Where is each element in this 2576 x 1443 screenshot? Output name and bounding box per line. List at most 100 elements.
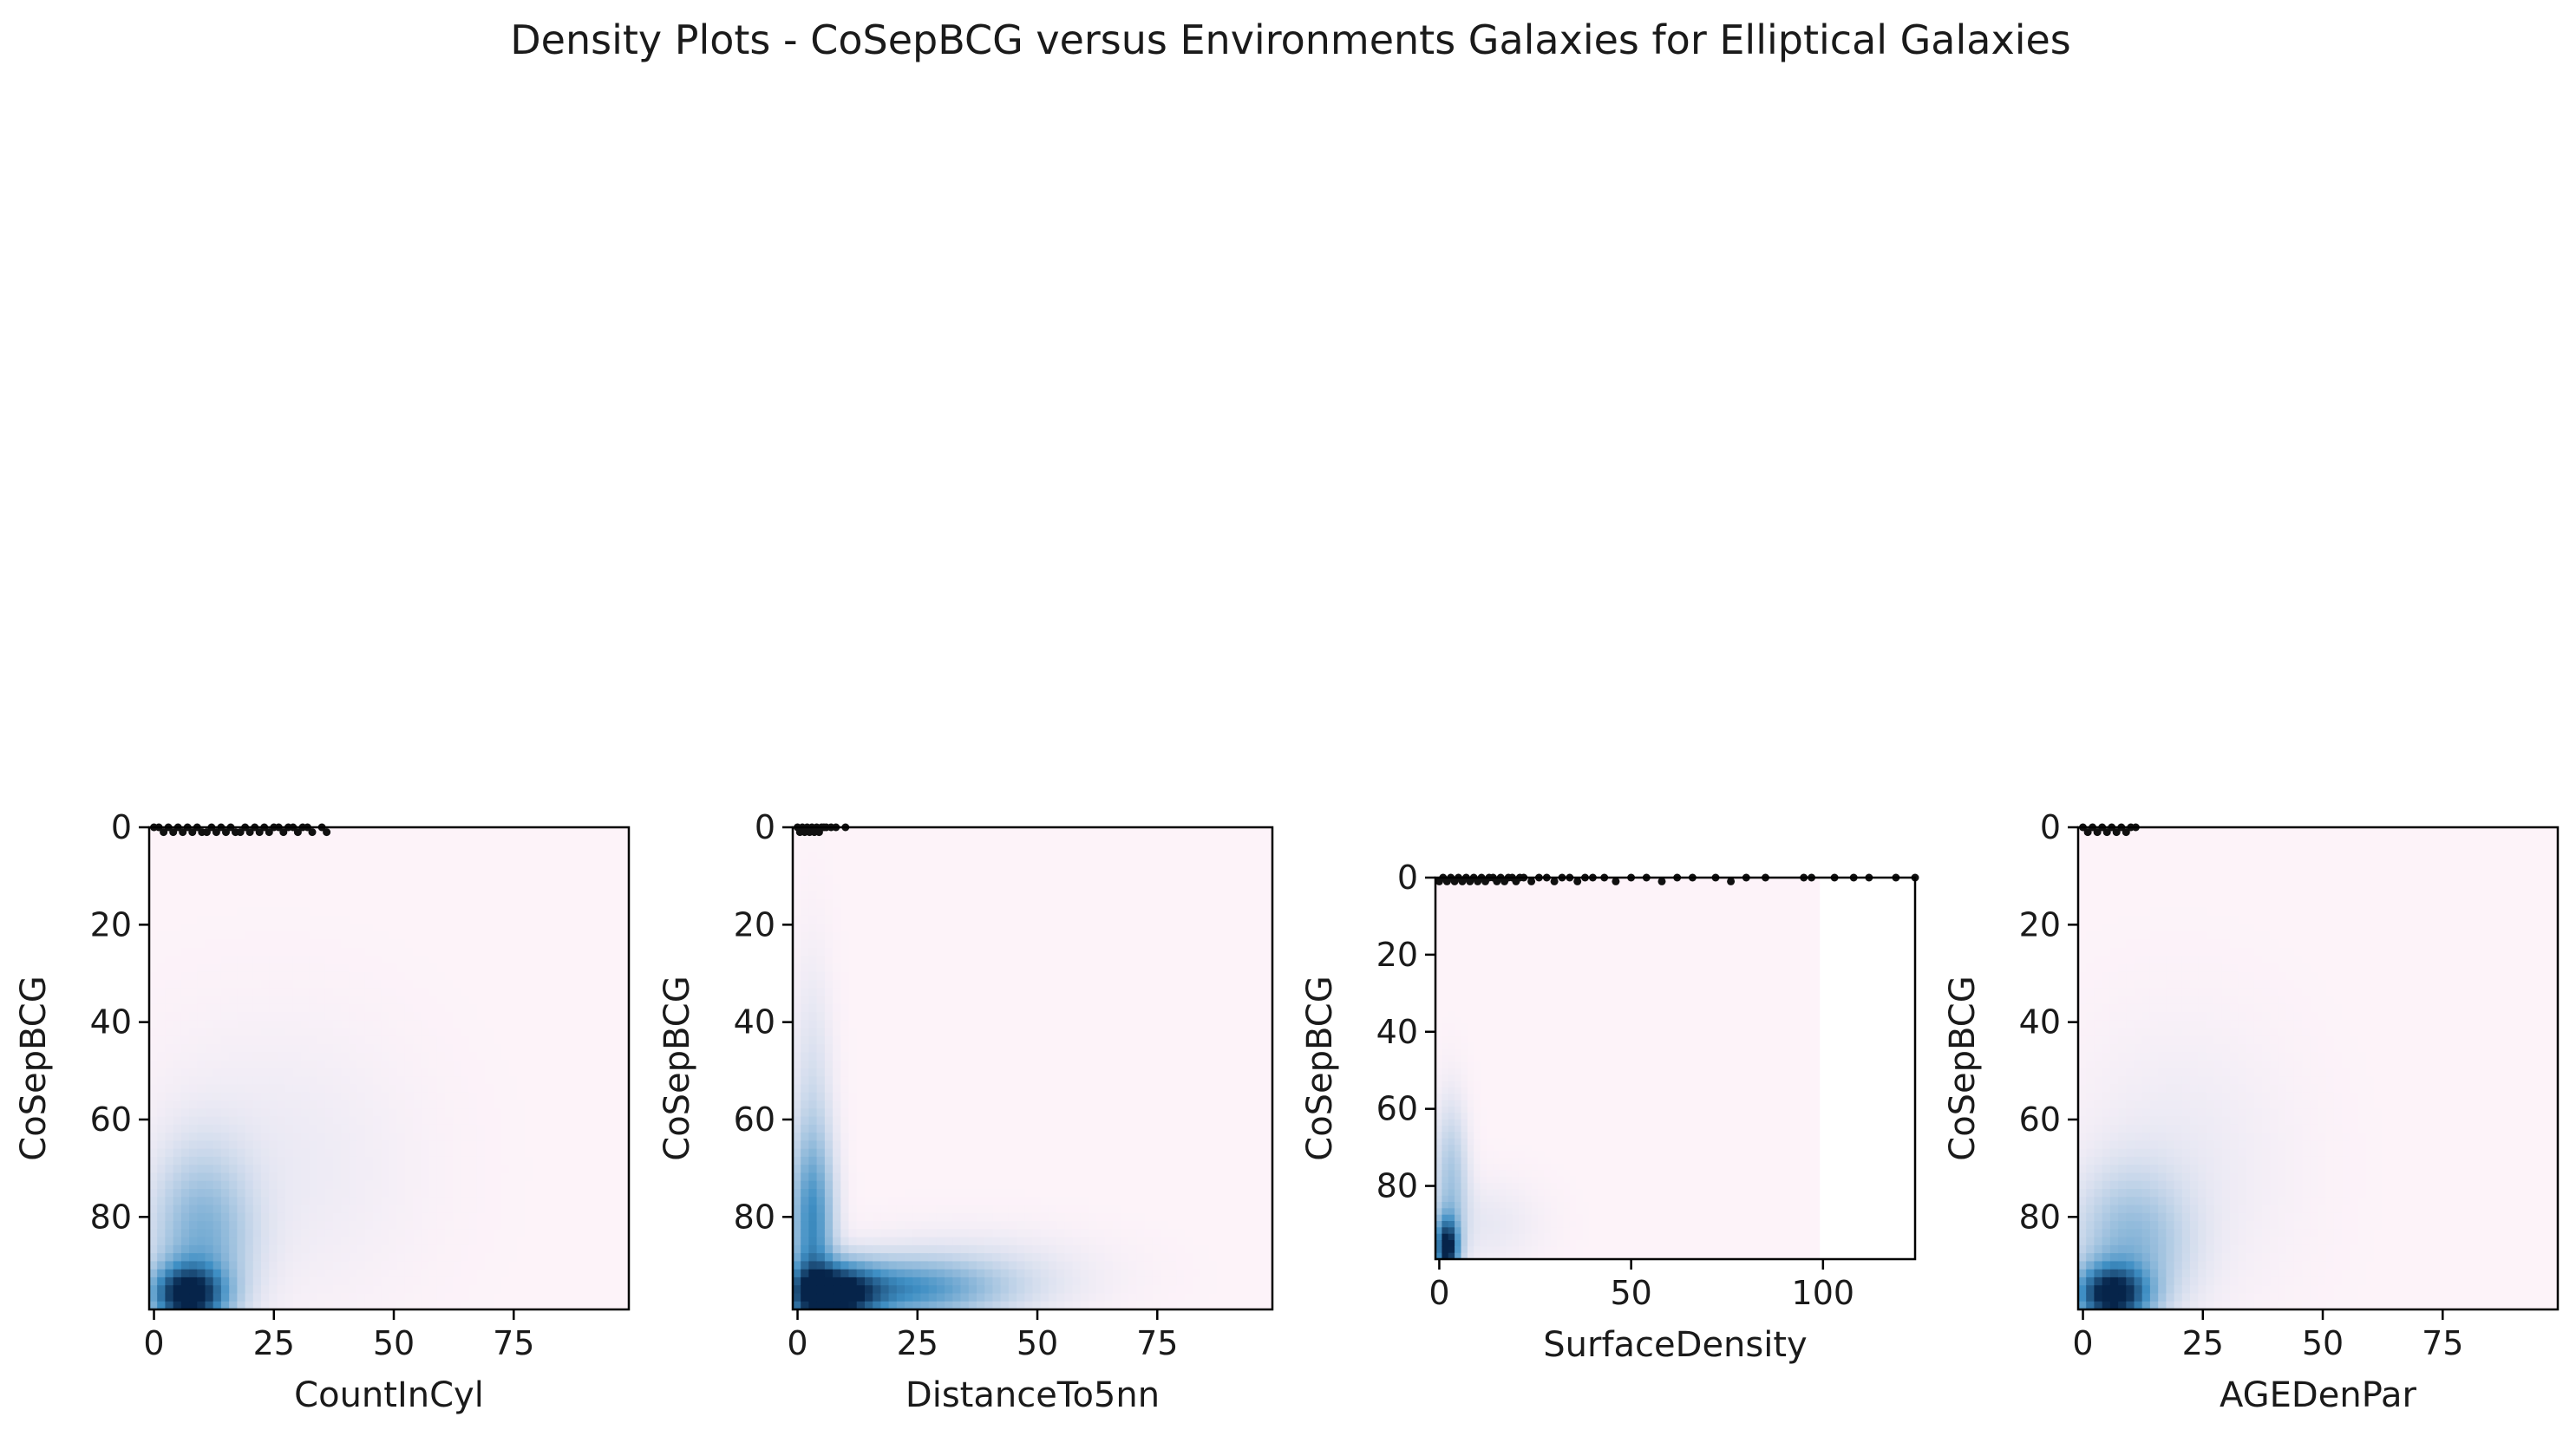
density-cell [840, 1189, 850, 1198]
density-cell [928, 1076, 938, 1086]
density-cell [620, 1189, 629, 1198]
density-cell [597, 1229, 606, 1238]
density-cell [865, 835, 873, 845]
density-cell [157, 915, 167, 924]
density-cell [301, 883, 311, 892]
density-cell [173, 883, 182, 892]
density-cell [197, 1253, 206, 1263]
density-cell [517, 1221, 526, 1231]
density-cell [284, 859, 294, 869]
density-cell [517, 939, 526, 949]
density-cell [149, 988, 158, 997]
density-cell [261, 1020, 270, 1029]
density-cell [317, 1205, 326, 1214]
density-cell [212, 1237, 222, 1246]
density-cell [485, 1116, 494, 1126]
density-cell [508, 1052, 518, 1061]
density-cell [493, 1165, 502, 1174]
density-cell [905, 1165, 913, 1174]
density-cell [292, 867, 302, 877]
density-cell [292, 1165, 302, 1174]
density-cell [873, 915, 882, 924]
density-cell [356, 996, 366, 1005]
density-cell [808, 1012, 818, 1022]
density-cell [517, 891, 526, 901]
density-cell [848, 1116, 858, 1126]
density-cell [453, 1044, 462, 1054]
density-cell [349, 931, 358, 941]
density-cell [180, 1205, 190, 1214]
density-cell [588, 1237, 598, 1246]
density-cell [333, 939, 342, 949]
density-cell [445, 1205, 454, 1214]
y-axis-label: CoSepBCG [14, 976, 54, 1160]
density-cell [445, 1003, 454, 1013]
density-cell [525, 1124, 534, 1133]
density-cell [261, 1285, 270, 1295]
density-cell [364, 1221, 374, 1231]
density-cell [413, 963, 422, 973]
density-cell [205, 1180, 214, 1190]
density-cell [920, 971, 930, 981]
density-cell [180, 1156, 190, 1166]
density-cell [873, 1100, 882, 1110]
density-cell [620, 988, 629, 997]
density-cell [237, 1285, 246, 1295]
density-cell [952, 1285, 962, 1295]
density-cell [960, 867, 970, 877]
density-cell [396, 1133, 406, 1142]
density-cell [833, 1293, 842, 1303]
density-cell [952, 883, 962, 892]
density-cell [229, 956, 239, 965]
density-cell [197, 956, 206, 965]
density-cell [848, 931, 858, 941]
density-cell [856, 1116, 866, 1126]
density-cell [580, 859, 590, 869]
density-cell [212, 1212, 222, 1222]
density-cell [461, 956, 470, 965]
density-cell [173, 924, 182, 933]
density-cell [413, 1133, 422, 1142]
density-cell [189, 899, 199, 909]
density-cell [540, 1116, 550, 1126]
density-cell [540, 1301, 550, 1309]
density-cell [324, 948, 334, 957]
density-cell [381, 948, 390, 957]
density-cell [301, 1285, 311, 1295]
density-cell [421, 963, 430, 973]
density-cell [508, 980, 518, 989]
density-cell [453, 867, 462, 877]
density-cell [404, 1293, 414, 1303]
density-cell [373, 948, 382, 957]
density-cell [572, 1044, 582, 1054]
density-cell [189, 1092, 199, 1101]
density-cell [197, 907, 206, 917]
density-cell [237, 1012, 246, 1022]
density-cell [173, 907, 182, 917]
density-cell [180, 1165, 190, 1174]
density-cell [936, 907, 945, 917]
density-cell [588, 899, 598, 909]
density-cell [245, 963, 254, 973]
density-cell [912, 1237, 922, 1246]
density-cell [421, 867, 430, 877]
density-cell [269, 1244, 278, 1254]
density-cell [605, 1044, 614, 1054]
density-cell [389, 939, 398, 949]
density-cell [220, 1197, 230, 1206]
density-cell [824, 827, 834, 837]
density-cell [840, 843, 850, 852]
density-cell [557, 1133, 566, 1142]
density-cell [952, 827, 962, 837]
density-cell [476, 1301, 486, 1309]
density-cell [517, 996, 526, 1005]
density-cell [840, 971, 850, 981]
density-cell [960, 1205, 970, 1214]
density-cell [936, 1028, 945, 1037]
density-cell [436, 971, 446, 981]
density-cell [413, 899, 422, 909]
density-cell [936, 875, 945, 885]
density-cell [428, 1116, 438, 1126]
density-cell [905, 1044, 913, 1054]
